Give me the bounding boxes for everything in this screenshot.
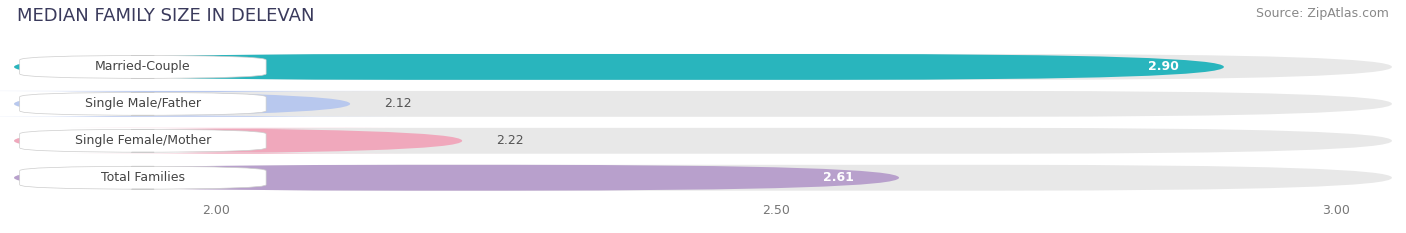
FancyBboxPatch shape (14, 165, 898, 191)
Text: 2.22: 2.22 (496, 134, 523, 147)
Text: 2.61: 2.61 (824, 171, 855, 184)
Text: Single Male/Father: Single Male/Father (84, 97, 201, 110)
Text: Total Families: Total Families (101, 171, 184, 184)
Text: 2.90: 2.90 (1149, 60, 1180, 73)
FancyBboxPatch shape (0, 91, 406, 117)
Text: Source: ZipAtlas.com: Source: ZipAtlas.com (1256, 7, 1389, 20)
Text: MEDIAN FAMILY SIZE IN DELEVAN: MEDIAN FAMILY SIZE IN DELEVAN (17, 7, 315, 25)
FancyBboxPatch shape (14, 54, 1392, 80)
FancyBboxPatch shape (20, 55, 266, 78)
FancyBboxPatch shape (20, 93, 266, 115)
Text: Married-Couple: Married-Couple (96, 60, 191, 73)
Text: Single Female/Mother: Single Female/Mother (75, 134, 211, 147)
FancyBboxPatch shape (20, 129, 266, 152)
Text: 2.12: 2.12 (384, 97, 412, 110)
FancyBboxPatch shape (14, 165, 1392, 191)
FancyBboxPatch shape (14, 128, 1392, 154)
FancyBboxPatch shape (20, 166, 266, 189)
FancyBboxPatch shape (14, 128, 463, 154)
FancyBboxPatch shape (14, 91, 1392, 117)
FancyBboxPatch shape (14, 54, 1223, 80)
